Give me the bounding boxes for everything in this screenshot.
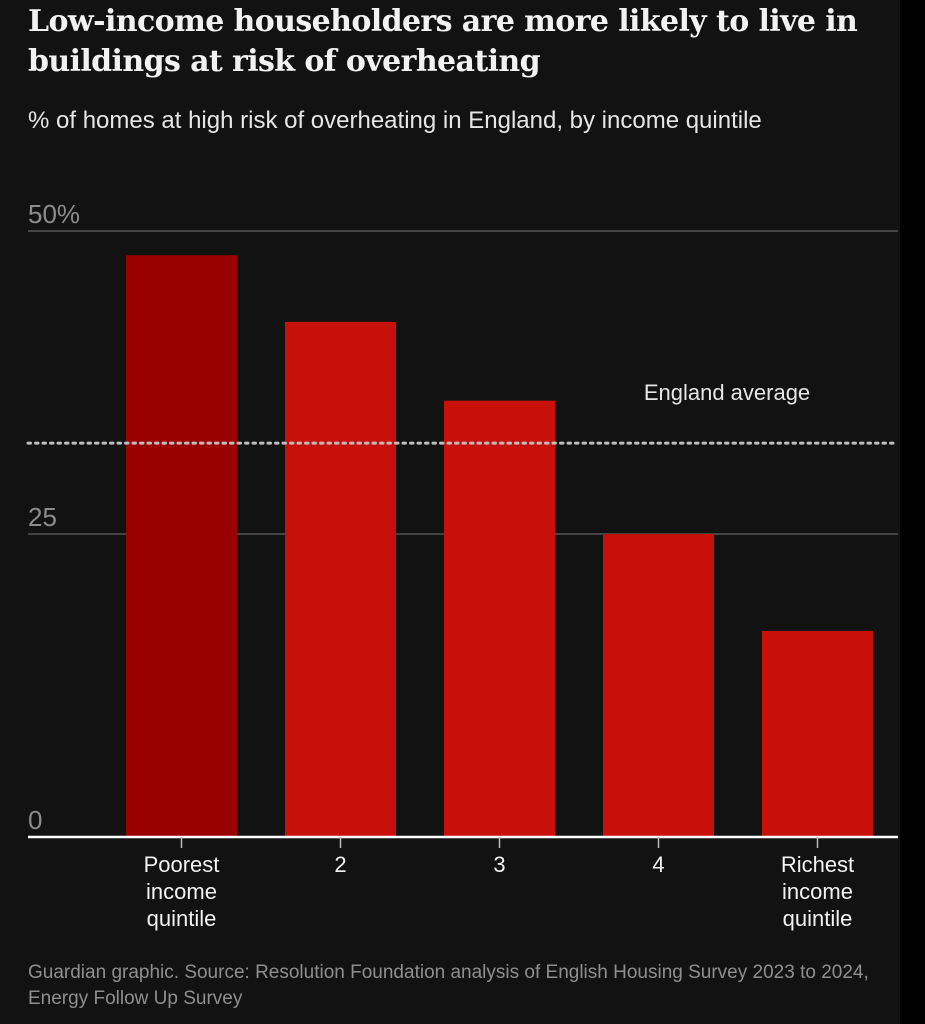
chart-panel: Low-income householders are more likely … (0, 0, 900, 1024)
x-tick-label-line: quintile (783, 906, 853, 931)
bar (126, 255, 237, 838)
source-note: Guardian graphic. Source: Resolution Fou… (28, 962, 869, 1009)
x-tick-label: 4 (652, 852, 664, 877)
x-tick-label-line: 2 (334, 852, 346, 877)
x-tick-label: 2 (334, 852, 346, 877)
x-tick-label-line: quintile (147, 906, 217, 931)
bar (285, 321, 396, 837)
x-tick-label: Poorest income quintile (144, 852, 220, 931)
x-tick-label-line: Poorest (144, 852, 220, 877)
bar (603, 534, 714, 837)
bar (444, 400, 555, 837)
y-tick-label: 25 (28, 502, 57, 532)
chart-subtitle: % of homes at high risk of overheating i… (28, 107, 762, 134)
average-label: England average (644, 380, 810, 405)
y-tick-label: 0 (28, 805, 42, 835)
x-tick-label-line: income (146, 879, 217, 904)
x-tick-label-line: Richest (781, 852, 854, 877)
chart-title: Low-income householders are more likely … (28, 4, 858, 79)
x-tick-label-line: 4 (652, 852, 664, 877)
x-tick-label: 3 (493, 852, 505, 877)
bar (762, 630, 873, 837)
y-tick-label: 50% (28, 199, 80, 229)
x-tick-label-line: 3 (493, 852, 505, 877)
x-tick-label-line: income (782, 879, 853, 904)
x-tick-label: Richest income quintile (781, 852, 854, 931)
